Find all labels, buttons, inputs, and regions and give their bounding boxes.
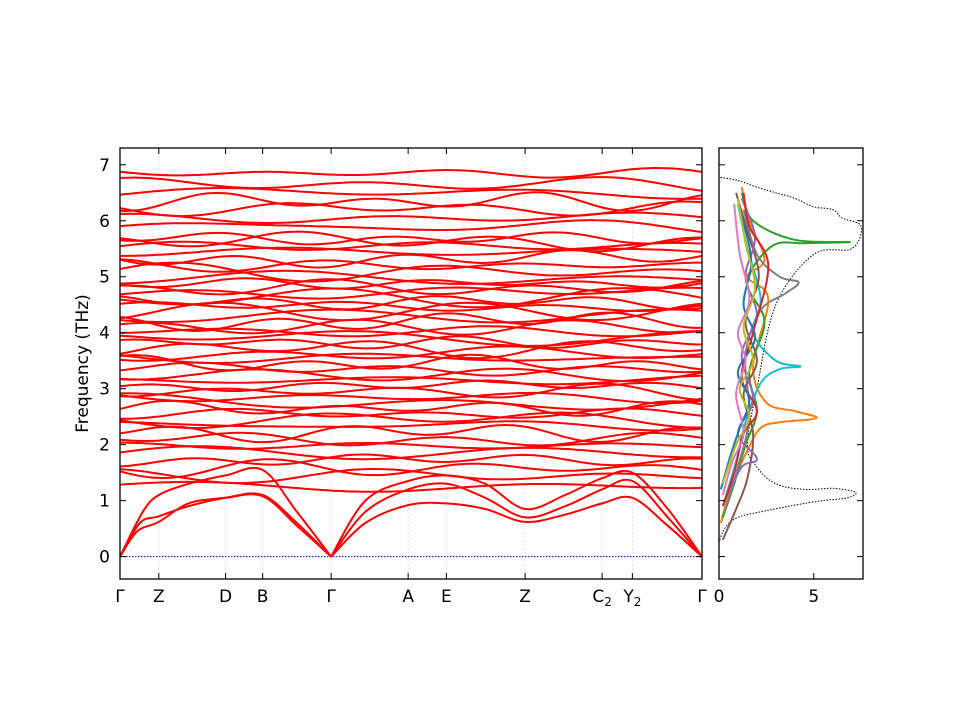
acoustic-branch xyxy=(330,478,703,558)
acoustic-branch xyxy=(119,493,332,558)
optical-band xyxy=(119,318,703,336)
optical-band xyxy=(119,399,703,417)
optical-band xyxy=(119,200,703,218)
y-tick-label: 1 xyxy=(99,492,110,512)
dos-partial-curve xyxy=(721,192,760,541)
optical-band xyxy=(119,353,703,372)
optical-band xyxy=(119,453,703,468)
x-tick-label: A xyxy=(402,587,414,607)
optical-band xyxy=(119,424,703,444)
optical-band xyxy=(119,176,703,192)
dos-y-ticks xyxy=(719,164,863,558)
optical-band xyxy=(119,300,703,312)
phonon-bands xyxy=(119,166,703,558)
optical-band xyxy=(119,308,703,324)
optical-band xyxy=(119,230,703,253)
optical-band xyxy=(119,374,703,386)
y-tick-label: 7 xyxy=(99,156,110,176)
y-tick-label: 5 xyxy=(99,268,110,288)
dos-partial-curve xyxy=(721,203,751,496)
dos-partial-curve xyxy=(721,192,770,507)
optical-band xyxy=(119,258,703,273)
x-tick-subscript: 2 xyxy=(634,595,642,609)
y-tick-label: 2 xyxy=(99,436,110,456)
x-tick-label: E xyxy=(441,587,452,607)
y-tick-label: 4 xyxy=(99,324,110,344)
dos-curves xyxy=(718,176,862,543)
optical-band xyxy=(119,329,703,347)
x-tick-subscript: 2 xyxy=(604,595,612,609)
dos-x-tick-label: 0 xyxy=(714,587,725,607)
y-axis-title: Frequency (THz) xyxy=(73,294,93,433)
y-tick-label: 6 xyxy=(99,212,110,232)
band-plot-frame xyxy=(119,147,703,580)
dos-partial-curve xyxy=(721,198,757,485)
optical-band xyxy=(119,286,703,300)
optical-band xyxy=(119,287,703,309)
optical-band xyxy=(119,411,702,430)
dos-partial-curve xyxy=(719,209,757,490)
optical-band xyxy=(119,391,703,405)
optical-band xyxy=(119,187,703,200)
optical-band xyxy=(119,219,703,233)
optical-band xyxy=(119,246,703,257)
optical-band xyxy=(119,367,703,383)
dos-plot-frame xyxy=(718,147,864,580)
x-tick-label: Γ xyxy=(115,587,125,607)
x-tick-label: B xyxy=(257,587,269,607)
x-tick-label: Z xyxy=(519,587,531,607)
acoustic-branch xyxy=(119,466,332,558)
x-tick-label: Z xyxy=(153,587,165,607)
y-axis-ticks: 0 1 2 3 4 5 6 7 xyxy=(99,156,702,568)
x-tick-label: Γ xyxy=(326,587,336,607)
optical-band xyxy=(119,335,703,350)
acoustic-branch xyxy=(330,495,703,558)
optical-band xyxy=(119,166,703,179)
optical-band xyxy=(119,240,703,251)
optical-band xyxy=(119,278,703,296)
optical-band xyxy=(119,458,703,479)
optical-band xyxy=(119,379,703,393)
acoustic-branch xyxy=(119,492,332,558)
x-tick-label: Γ xyxy=(697,587,707,607)
x-tick-label: D xyxy=(219,587,232,607)
y-tick-label: 0 xyxy=(99,548,110,568)
optical-band xyxy=(119,441,703,450)
acoustic-branch xyxy=(330,469,703,558)
optical-band xyxy=(119,231,703,246)
optical-band xyxy=(119,445,703,461)
dos-partial-curve xyxy=(719,186,818,524)
optical-band xyxy=(119,345,703,362)
optical-band xyxy=(119,420,703,432)
y-tick-label: 3 xyxy=(99,380,110,400)
dos-x-tick-label: 5 xyxy=(808,587,819,607)
optical-band xyxy=(119,269,703,285)
optical-band xyxy=(119,191,703,212)
